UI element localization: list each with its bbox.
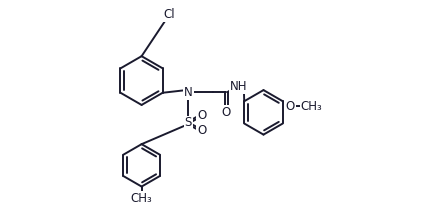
Text: O: O: [197, 109, 207, 122]
Text: S: S: [184, 116, 192, 130]
Text: N: N: [184, 86, 193, 99]
Text: O: O: [285, 99, 295, 113]
Text: O: O: [222, 106, 231, 119]
Text: CH₃: CH₃: [131, 192, 152, 205]
Text: NH: NH: [230, 80, 248, 93]
Text: O: O: [197, 124, 207, 137]
Text: CH₃: CH₃: [301, 99, 322, 113]
Text: Cl: Cl: [163, 8, 175, 21]
